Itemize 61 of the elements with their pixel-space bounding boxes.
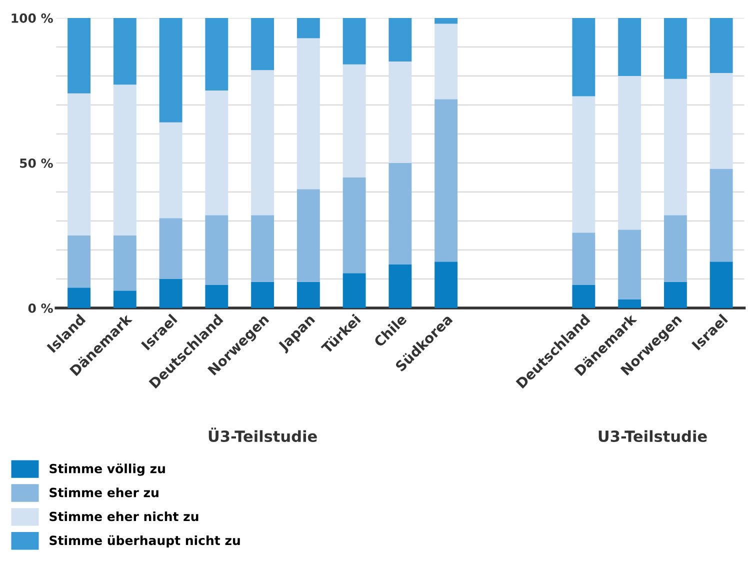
- bar: [159, 18, 182, 122]
- bar: [296, 282, 320, 308]
- bar: [388, 61, 412, 163]
- bar: [251, 215, 274, 282]
- bar: [251, 70, 274, 216]
- bar: [205, 90, 228, 216]
- y-tick-label: 50 %: [20, 158, 53, 168]
- bar: [113, 235, 136, 291]
- bar: [664, 215, 687, 282]
- bar: [68, 235, 91, 288]
- bar: [113, 290, 136, 308]
- bar: [572, 18, 596, 96]
- y-tick-label: 0 %: [28, 303, 53, 313]
- bar: [572, 284, 596, 308]
- bar: [342, 273, 366, 308]
- text: Ü3-Teilstudie: [208, 428, 317, 442]
- bar: [159, 218, 182, 279]
- bar: [296, 18, 320, 38]
- bar: [710, 262, 733, 308]
- bar: [618, 230, 642, 300]
- legend-label: Stimme eher nicht zu: [50, 512, 198, 522]
- bar: [342, 64, 366, 178]
- bar: [664, 282, 687, 308]
- bar: [618, 18, 642, 76]
- bar: [68, 288, 91, 308]
- bar: [113, 18, 136, 85]
- bar: [710, 18, 733, 74]
- bar: [434, 99, 458, 262]
- bar: [342, 177, 366, 274]
- bar: [710, 168, 733, 262]
- bar: [388, 264, 412, 308]
- bar: [434, 24, 458, 100]
- bar: [434, 18, 458, 24]
- bar: [664, 78, 687, 216]
- legend-label: Stimme überhaupt nicht zu: [50, 535, 240, 548]
- bar: [710, 73, 733, 169]
- bar: [251, 282, 274, 308]
- bar: [664, 18, 687, 79]
- bar: [159, 278, 182, 308]
- text: U3-Teilstudie: [598, 430, 707, 442]
- bar: [296, 189, 320, 282]
- bar: [159, 122, 182, 218]
- bar: [113, 84, 136, 236]
- bar: [572, 96, 596, 233]
- bar: [572, 232, 596, 285]
- bar: [618, 299, 642, 308]
- bar: [434, 262, 458, 308]
- bar: [205, 18, 228, 90]
- bar: [68, 18, 91, 94]
- bar: [388, 162, 412, 264]
- bar: [205, 284, 228, 308]
- y-tick-label: 100 %: [12, 13, 53, 23]
- bar: [68, 93, 91, 236]
- bar: [618, 76, 642, 230]
- bar: [388, 18, 412, 62]
- bar: [205, 215, 228, 285]
- bar: [296, 38, 320, 190]
- bar: [342, 18, 366, 64]
- bar: [251, 18, 274, 70]
- legend-label: Stimme eher zu: [50, 488, 158, 498]
- legend-label: Stimme völlig zu: [50, 463, 165, 476]
